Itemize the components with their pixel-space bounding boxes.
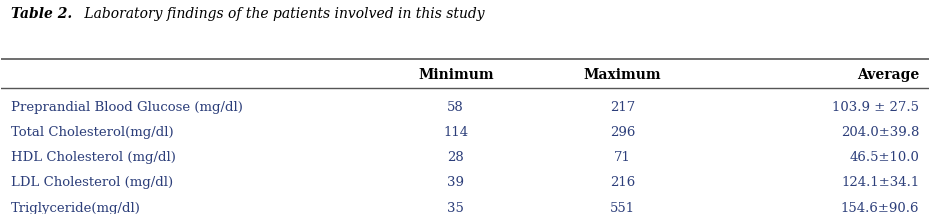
Text: 216: 216 [610,177,635,189]
Text: Laboratory findings of the patients involved in this study: Laboratory findings of the patients invo… [80,7,485,21]
Text: 46.5±10.0: 46.5±10.0 [849,151,920,164]
Text: 39: 39 [447,177,464,189]
Text: Minimum: Minimum [418,68,494,82]
Text: 35: 35 [447,202,464,214]
Text: Table 2.: Table 2. [10,7,72,21]
Text: Triglyceride(mg/dl): Triglyceride(mg/dl) [10,202,140,214]
Text: 124.1±34.1: 124.1±34.1 [841,177,920,189]
Text: 71: 71 [614,151,631,164]
Text: 58: 58 [447,101,464,114]
Text: LDL Cholesterol (mg/dl): LDL Cholesterol (mg/dl) [10,177,173,189]
Text: 103.9 ± 27.5: 103.9 ± 27.5 [832,101,920,114]
Text: Total Cholesterol(mg/dl): Total Cholesterol(mg/dl) [10,126,173,139]
Text: 28: 28 [447,151,464,164]
Text: Maximum: Maximum [584,68,661,82]
Text: 296: 296 [610,126,635,139]
Text: Average: Average [857,68,920,82]
Text: 217: 217 [610,101,635,114]
Text: 114: 114 [444,126,469,139]
Text: 204.0±39.8: 204.0±39.8 [841,126,920,139]
Text: 551: 551 [610,202,635,214]
Text: 154.6±90.6: 154.6±90.6 [841,202,920,214]
Text: HDL Cholesterol (mg/dl): HDL Cholesterol (mg/dl) [10,151,176,164]
Text: Preprandial Blood Glucose (mg/dl): Preprandial Blood Glucose (mg/dl) [10,101,243,114]
